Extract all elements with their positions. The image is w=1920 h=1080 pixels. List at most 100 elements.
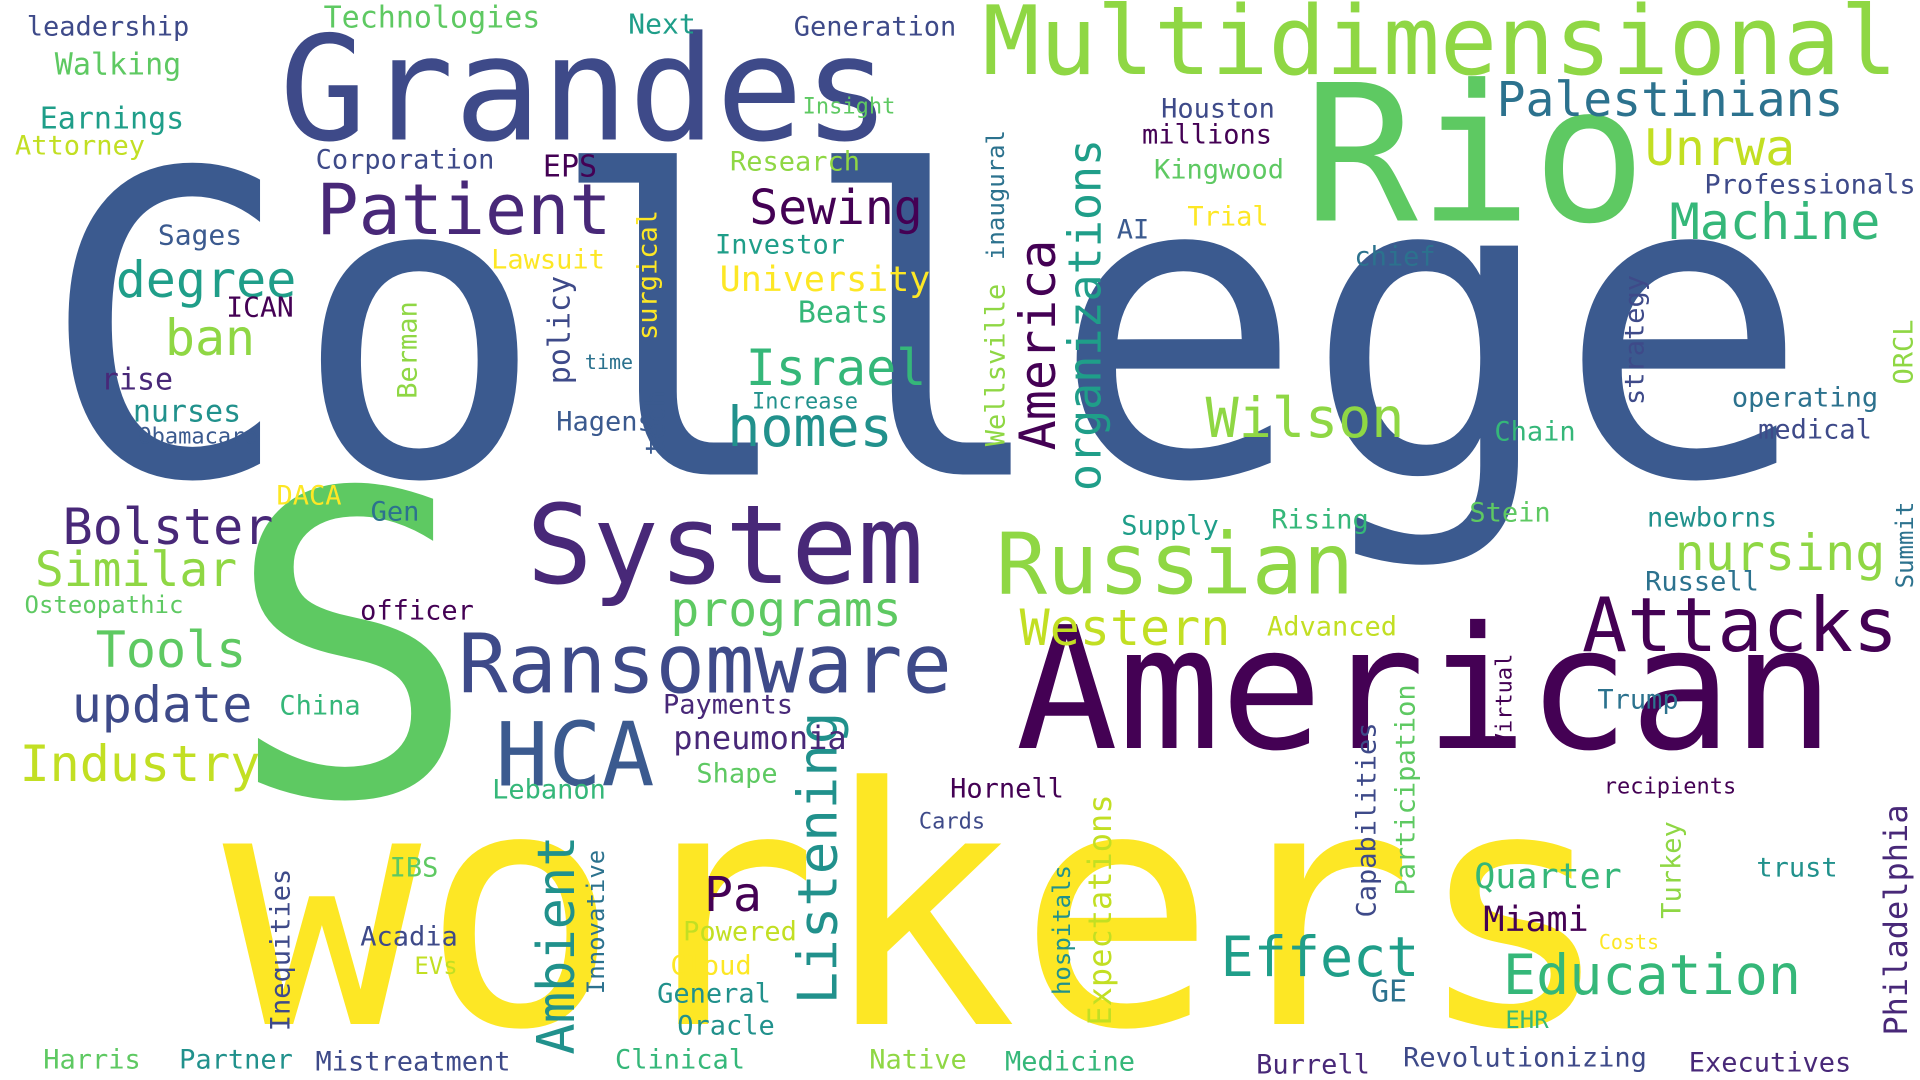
cloud-word: DACA xyxy=(276,481,341,512)
cloud-word: Wellsville xyxy=(981,284,1012,447)
cloud-word: Philadelphia xyxy=(1877,804,1915,1035)
cloud-word: Similar xyxy=(35,542,237,598)
cloud-word: Hagens xyxy=(556,407,654,438)
cloud-word: Israel xyxy=(746,339,927,397)
cloud-word: Miami xyxy=(1483,900,1588,940)
cloud-word: Executives xyxy=(1689,1048,1852,1079)
cloud-word: Houston xyxy=(1161,94,1275,125)
cloud-word: Pa xyxy=(704,867,762,923)
cloud-word: Listening xyxy=(787,712,850,1005)
cloud-word: Investor xyxy=(715,230,845,261)
cloud-word: time xyxy=(585,350,633,374)
cloud-word: organizations xyxy=(1059,139,1112,491)
cloud-word: Powered xyxy=(683,917,797,948)
cloud-word: Turkey xyxy=(1657,821,1688,919)
cloud-word: trust xyxy=(1756,853,1837,884)
cloud-word: AI xyxy=(1117,215,1150,246)
cloud-word: Burrell xyxy=(1256,1050,1370,1080)
cloud-word: officer xyxy=(360,596,474,627)
cloud-word: Trump xyxy=(1597,685,1678,716)
cloud-word: America xyxy=(1009,240,1067,451)
cloud-word: Participation xyxy=(1391,684,1422,895)
cloud-word: Wilson xyxy=(1206,386,1405,450)
cloud-word: S xyxy=(226,406,479,895)
cloud-word: surgical xyxy=(633,210,664,340)
cloud-word: Cloud xyxy=(670,951,751,982)
cloud-word: ban xyxy=(165,309,255,367)
cloud-word: Mistreatment xyxy=(315,1047,510,1078)
cloud-word: Sages xyxy=(158,219,242,252)
cloud-word: General xyxy=(657,979,771,1010)
cloud-word: medical xyxy=(1758,415,1872,446)
cloud-word: Unrwa xyxy=(1645,119,1796,177)
cloud-word: programs xyxy=(670,582,901,638)
cloud-word: inaugural xyxy=(982,130,1010,260)
cloud-word: HCA xyxy=(496,704,655,807)
cloud-word: Advanced xyxy=(1267,612,1397,643)
cloud-word: Attorney xyxy=(15,131,145,162)
cloud-word: Virtual xyxy=(1493,654,1518,747)
cloud-word: Palestinians xyxy=(1497,72,1844,128)
cloud-word: Western xyxy=(1020,599,1231,657)
cloud-word: Earnings xyxy=(40,102,185,137)
cloud-word: Tools xyxy=(96,621,247,679)
cloud-word: tech xyxy=(641,390,672,455)
cloud-word: pneumonia xyxy=(673,719,846,757)
cloud-word: Rio xyxy=(1303,45,1646,266)
cloud-word: Quarter xyxy=(1474,857,1622,897)
cloud-word: Innovative xyxy=(582,850,610,995)
cloud-word: Chain xyxy=(1494,417,1575,448)
cloud-word: hospitals xyxy=(1048,865,1076,995)
cloud-word: Ransomware xyxy=(458,618,952,713)
cloud-word: Costs xyxy=(1599,930,1659,954)
cloud-word: Obamacare xyxy=(138,425,257,450)
cloud-word: workers xyxy=(223,718,1614,1080)
cloud-word: homes xyxy=(727,395,893,459)
cloud-word: Trial xyxy=(1187,202,1268,233)
cloud-word: Osteopathic xyxy=(25,591,184,619)
cloud-word: update xyxy=(72,676,253,734)
cloud-word: Lawsuit xyxy=(491,245,605,276)
cloud-word: Summit xyxy=(1891,502,1919,589)
cloud-word: strategy xyxy=(1620,275,1651,405)
cloud-word: Oracle xyxy=(677,1011,775,1042)
cloud-word: American xyxy=(1016,591,1835,789)
cloud-word: Ambient xyxy=(527,835,587,1054)
cloud-word: Technologies xyxy=(324,1,541,36)
cloud-word: degree xyxy=(116,251,297,309)
cloud-word: College xyxy=(40,86,1810,575)
cloud-word: nurses xyxy=(133,395,241,430)
cloud-word: Revolutionizing xyxy=(1403,1043,1647,1074)
cloud-word: operating xyxy=(1732,383,1878,414)
cloud-word: Increase xyxy=(752,390,858,415)
cloud-word: Sewing xyxy=(749,180,922,236)
cloud-word: Insight xyxy=(803,95,896,120)
cloud-word: ORCL xyxy=(1889,319,1920,384)
cloud-word: policy xyxy=(543,276,578,384)
cloud-word: Russell xyxy=(1645,567,1759,598)
cloud-word: EPS xyxy=(543,150,597,185)
cloud-word: Stein xyxy=(1469,498,1550,529)
cloud-word: EHR xyxy=(1505,1006,1549,1034)
cloud-word: Education xyxy=(1503,943,1801,1007)
cloud-word: nursing xyxy=(1675,524,1886,582)
cloud-word: Inequities xyxy=(266,869,297,1032)
cloud-word: Clinical xyxy=(615,1045,745,1076)
cloud-word: Corporation xyxy=(316,145,495,176)
cloud-word: Bolster xyxy=(63,498,274,556)
cloud-word: Cards xyxy=(919,810,985,835)
cloud-word: Machine xyxy=(1670,193,1881,251)
cloud-word: recipients xyxy=(1604,775,1736,800)
cloud-word: EVs xyxy=(414,952,457,980)
cloud-word: Generation xyxy=(794,12,957,43)
cloud-word: Native xyxy=(869,1045,967,1076)
cloud-word: Russian xyxy=(996,516,1354,615)
cloud-word: rise xyxy=(101,363,173,398)
cloud-word: Medicine xyxy=(1005,1047,1135,1078)
cloud-word: Shape xyxy=(696,759,777,790)
cloud-word: Patient xyxy=(316,169,611,251)
cloud-word: China xyxy=(279,691,360,722)
cloud-word: Attacks xyxy=(1582,581,1898,669)
cloud-word: Lebanon xyxy=(492,775,606,806)
cloud-word: Research xyxy=(730,147,860,178)
